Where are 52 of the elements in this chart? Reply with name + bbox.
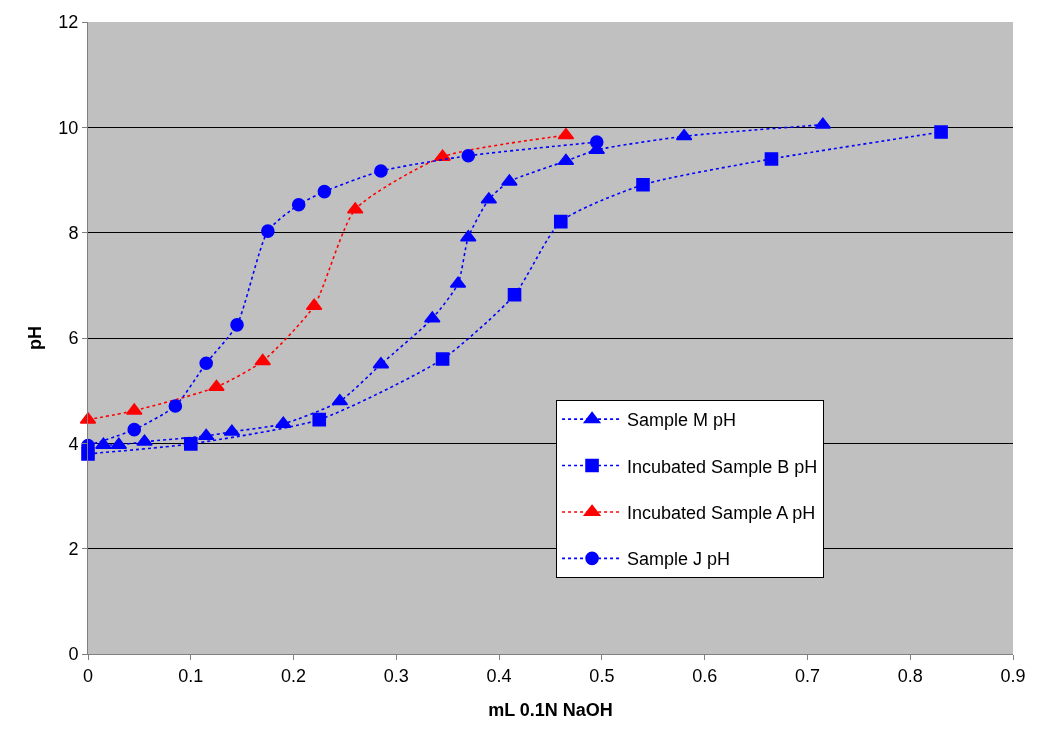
y-tick-label: 10: [58, 117, 79, 138]
point: [197, 428, 215, 441]
x-axis-title: mL 0.1N NaOH: [488, 699, 613, 720]
point: [675, 128, 693, 141]
point: [183, 437, 198, 451]
y-tick-label: 6: [68, 328, 79, 349]
point: [557, 153, 575, 166]
point: [934, 125, 948, 139]
point: [424, 311, 441, 323]
y-tick-label: 12: [58, 12, 79, 33]
point: [589, 135, 604, 149]
point: [127, 422, 142, 437]
point: [312, 412, 327, 427]
point: [507, 288, 522, 302]
point: [168, 399, 183, 413]
y-tick-label: 2: [68, 538, 79, 559]
point: [374, 164, 388, 178]
x-tick-label: 0.7: [794, 665, 820, 686]
point: [553, 214, 568, 229]
point: [254, 353, 272, 366]
y-axis-title: pH: [24, 326, 45, 350]
x-tick-label: 0.6: [692, 665, 718, 686]
x-tick-label: 0.5: [589, 665, 615, 686]
point: [208, 379, 225, 392]
point: [136, 434, 153, 446]
x-tick-label: 0.4: [486, 665, 512, 686]
point: [435, 352, 450, 366]
legend-label: Sample J pH: [627, 549, 731, 570]
y-tick-label: 0: [68, 644, 79, 665]
legend-label: Incubated Sample A pH: [627, 502, 816, 523]
legend-label: Sample M pH: [627, 410, 737, 431]
x-tick-label: 0: [82, 665, 94, 686]
x-tick-label: 0.8: [897, 665, 923, 686]
point: [461, 148, 476, 163]
x-tick-label: 0.2: [281, 665, 307, 686]
y-tick-label: 4: [68, 433, 79, 454]
point: [557, 127, 575, 140]
x-tick-label: 0.9: [1000, 665, 1026, 686]
x-tick-label: 0.3: [383, 665, 409, 686]
point: [291, 197, 306, 212]
point: [317, 184, 332, 199]
point: [501, 174, 518, 186]
point: [636, 177, 650, 192]
point: [199, 356, 213, 371]
x-tick-label: 0.1: [178, 665, 204, 686]
point: [764, 152, 779, 166]
y-tick-label: 8: [68, 222, 79, 243]
point: [230, 318, 244, 332]
point: [95, 437, 112, 449]
point: [331, 393, 349, 406]
legend-label: Incubated Sample B pH: [627, 456, 818, 477]
point: [261, 224, 275, 238]
